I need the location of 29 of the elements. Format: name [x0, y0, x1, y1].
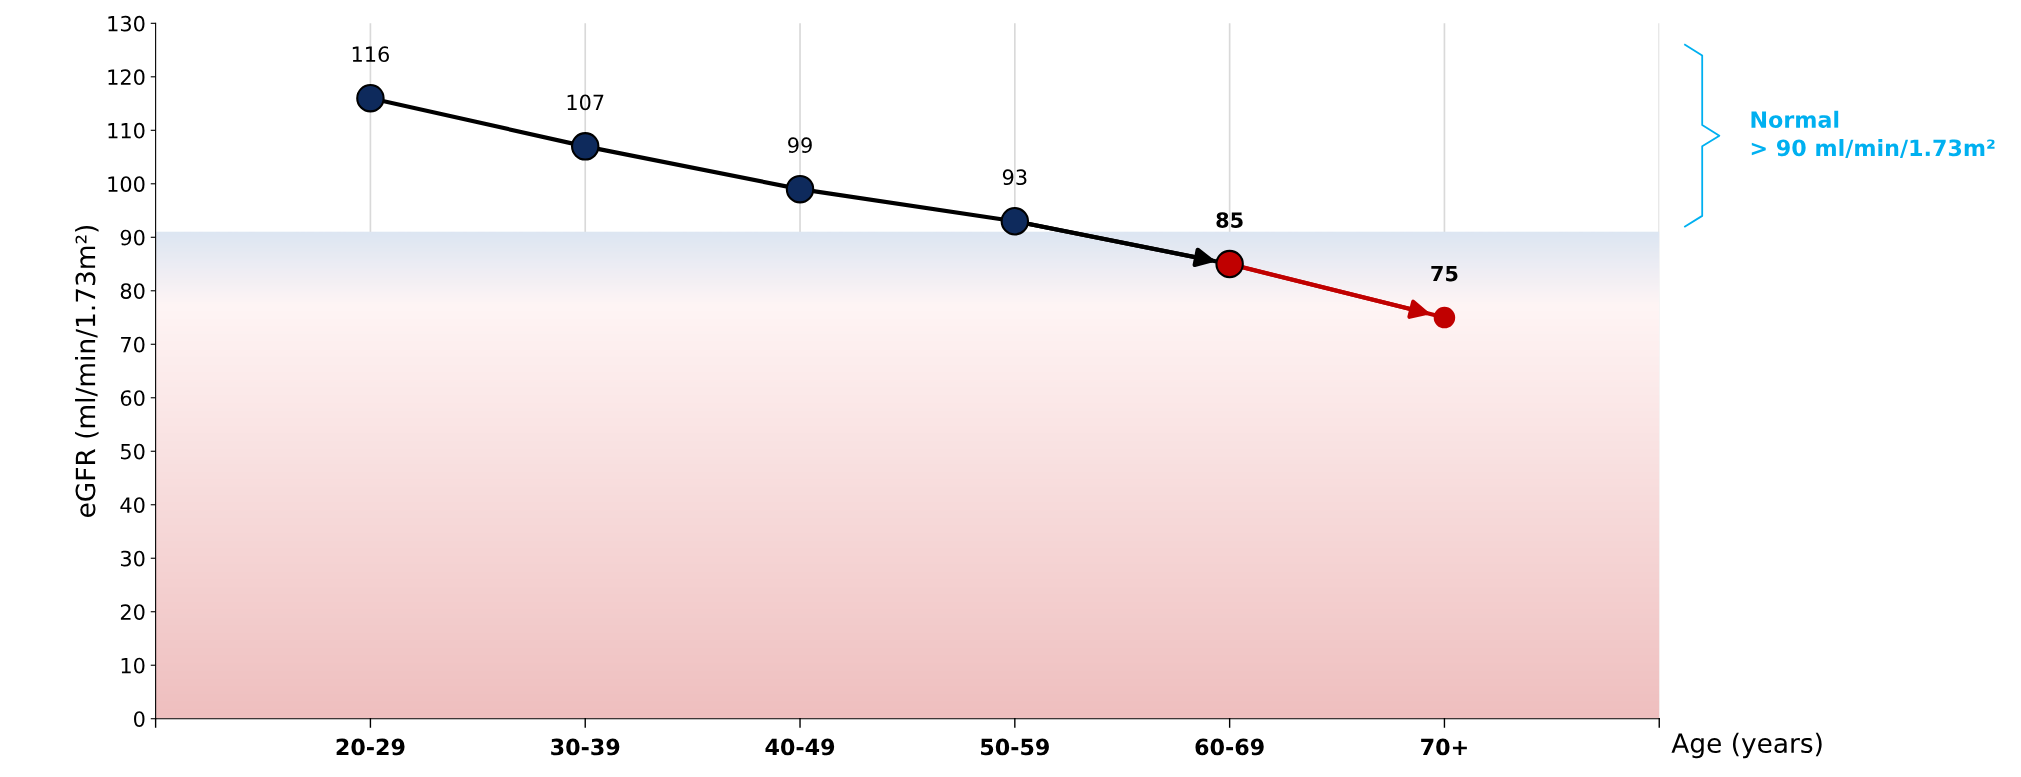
y-tick-label: 40 — [120, 497, 145, 513]
y-tick-label: 60 — [120, 390, 145, 406]
data-label: 99 — [788, 137, 812, 154]
y-tick-label: 80 — [120, 283, 145, 299]
data-label: 93 — [1002, 169, 1027, 186]
y-tick-label: 30 — [120, 550, 145, 567]
y-axis-title: eGFR (ml/min/1.73m²) — [75, 225, 99, 517]
y-tick-label: 10 — [121, 657, 145, 674]
y-tick-label: 70 — [121, 336, 145, 353]
x-tick-label: 30-39 — [551, 738, 620, 756]
data-label: 107 — [567, 94, 604, 111]
y-tick-label: 110 — [108, 122, 145, 139]
x-axis-title: Age (years) — [1671, 732, 1822, 759]
data-label: 75 — [1431, 265, 1458, 282]
y-tick-label: 20 — [120, 604, 145, 620]
x-tick-label: 20-29 — [336, 738, 405, 756]
y-tick-label: 90 — [120, 229, 145, 246]
y-tick-label: 50 — [120, 443, 145, 460]
text: Normal > 90 ml/min/1.73m² — [1751, 110, 1995, 158]
y-tick-label: 120 — [108, 69, 145, 86]
data-label: 116 — [352, 46, 389, 63]
x-tick-label: 60-69 — [1195, 738, 1264, 756]
x-tick-label: 70+ — [1421, 738, 1467, 756]
y-tick-label: 130 — [108, 15, 145, 32]
x-tick-label: 50-59 — [981, 738, 1049, 756]
y-tick-label: 0 — [134, 711, 145, 727]
x-tick-label: 40-49 — [765, 738, 835, 756]
data-label: 85 — [1216, 212, 1243, 228]
y-tick-label: 100 — [108, 176, 145, 192]
